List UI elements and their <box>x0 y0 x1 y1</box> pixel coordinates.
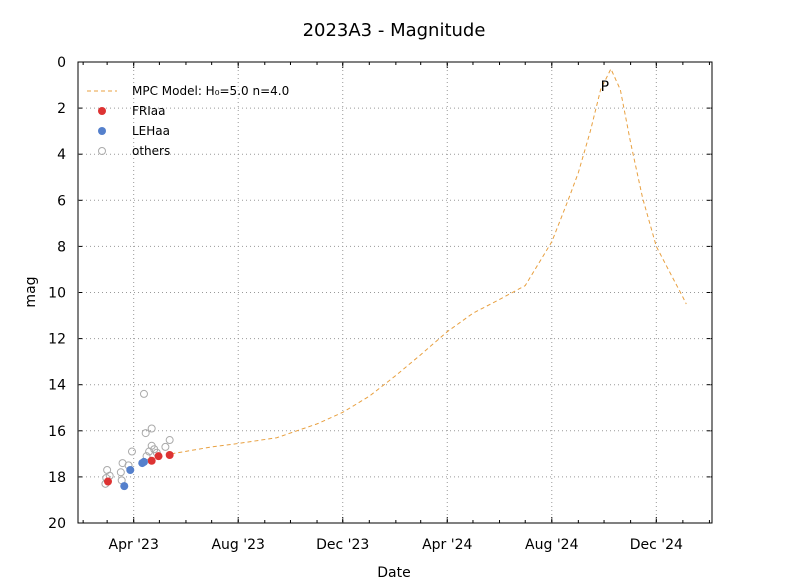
y-tick-label: 6 <box>57 193 66 209</box>
x-tick-label: Apr '24 <box>422 537 472 553</box>
legend-label: others <box>132 144 170 158</box>
point <box>147 456 156 465</box>
point <box>139 457 148 466</box>
point <box>127 447 136 456</box>
plot: P <box>101 67 687 491</box>
y-tick-label: 16 <box>48 424 66 440</box>
x-tick-label: Aug '23 <box>211 537 264 553</box>
annotation: P <box>601 79 609 95</box>
point <box>139 389 148 398</box>
point <box>147 424 156 433</box>
y-tick-label: 10 <box>48 286 66 302</box>
point <box>116 468 125 477</box>
legend-swatch <box>98 127 106 135</box>
point <box>141 429 150 438</box>
point <box>165 436 174 445</box>
legend-label: MPC Model: H₀=5.0 n=4.0 <box>132 84 289 98</box>
point <box>165 451 174 460</box>
y-tick-label: 12 <box>48 332 66 348</box>
point <box>126 465 135 474</box>
legend-label: LEHaa <box>132 124 170 138</box>
point <box>103 477 112 486</box>
x-tick-label: Dec '23 <box>316 537 369 553</box>
x-tick-label: Apr '23 <box>109 537 159 553</box>
y-axis-label: mag <box>23 276 39 307</box>
point <box>154 452 163 461</box>
x-tick-label: Aug '24 <box>525 537 579 553</box>
x-tick-label: Dec '24 <box>630 537 683 553</box>
y-tick-label: 4 <box>57 147 66 163</box>
y-tick-label: 0 <box>57 55 66 71</box>
chart-title: 2023A3 - Magnitude <box>303 20 486 41</box>
legend: MPC Model: H₀=5.0 n=4.0 FRIaa LEHaa others <box>87 84 289 158</box>
model-line <box>171 67 687 455</box>
y-tick-label: 20 <box>48 516 66 532</box>
point <box>161 442 170 451</box>
point <box>120 482 129 491</box>
y-tick-label: 8 <box>57 239 66 255</box>
point <box>145 447 154 456</box>
y-tick-label: 18 <box>48 470 66 486</box>
plot-frame <box>77 61 713 524</box>
legend-swatch <box>98 107 106 115</box>
legend-label: FRIaa <box>132 104 166 118</box>
x-axis-label: Date <box>377 565 410 581</box>
y-tick-label: 2 <box>57 101 66 117</box>
y-tick-label: 14 <box>48 378 66 394</box>
legend-swatch <box>98 147 106 155</box>
